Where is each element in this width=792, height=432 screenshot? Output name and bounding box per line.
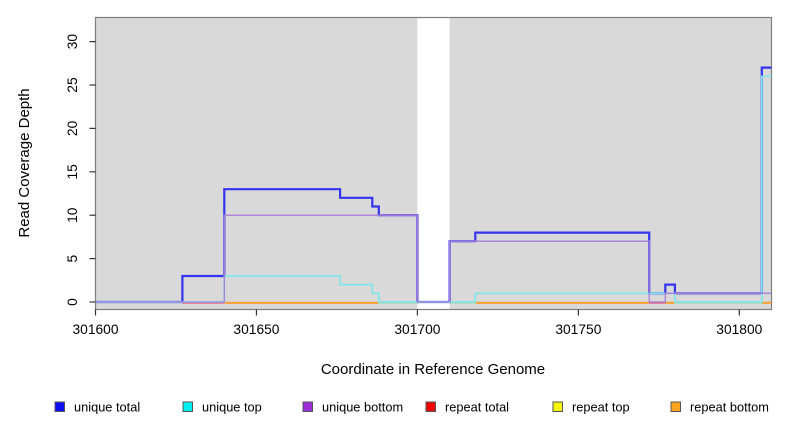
x-tick-label: 301800: [716, 322, 762, 337]
legend-label-repeat-top: repeat top: [572, 400, 630, 415]
series-lines-layer: [95, 66, 772, 304]
legend-label-unique-bottom: unique bottom: [322, 400, 403, 415]
y-tick-label: 0: [65, 298, 80, 306]
y-tick-label: 10: [65, 207, 80, 223]
legend-label-repeat-total: repeat total: [445, 400, 509, 415]
y-tick-label: 25: [65, 77, 80, 93]
y-tick-label: 20: [65, 120, 80, 136]
x-tick-label: 301750: [555, 322, 601, 337]
legend-swatch-repeat-bottom: [670, 401, 681, 412]
y-tick-label: 5: [65, 254, 80, 262]
shaded-region: [95, 17, 418, 310]
plot-background-layer: [94, 16, 773, 311]
legend: unique total unique top unique bottom repea…: [54, 400, 769, 415]
axes-layer: 301600 301650 301700 301750 301800 0 5 10 15 20 25…: [65, 34, 763, 337]
y-tick-label: 30: [65, 34, 80, 50]
legend-label-unique-top: unique top: [202, 400, 262, 415]
x-tick-label: 301600: [72, 322, 118, 337]
shaded-region: [449, 17, 772, 310]
legend-label-unique-total: unique total: [74, 400, 140, 415]
x-axis-title: Coordinate in Reference Genome: [321, 361, 545, 378]
legend-swatch-unique-total: [54, 401, 65, 412]
legend-swatch-repeat-total: [425, 401, 436, 412]
y-tick-label: 15: [65, 164, 80, 180]
legend-swatch-unique-bottom: [302, 401, 313, 412]
x-tick-label: 301700: [394, 322, 440, 337]
series-line-unique-bottom: [95, 214, 772, 303]
series-line-unique-top: [95, 75, 772, 303]
plot-box: [94, 16, 773, 311]
y-axis-title: Read Coverage Depth: [16, 88, 33, 237]
legend-label-repeat-bottom: repeat bottom: [690, 400, 769, 415]
legend-swatch-unique-top: [182, 401, 193, 412]
legend-swatch-repeat-top: [552, 401, 563, 412]
x-tick-label: 301650: [233, 322, 279, 337]
